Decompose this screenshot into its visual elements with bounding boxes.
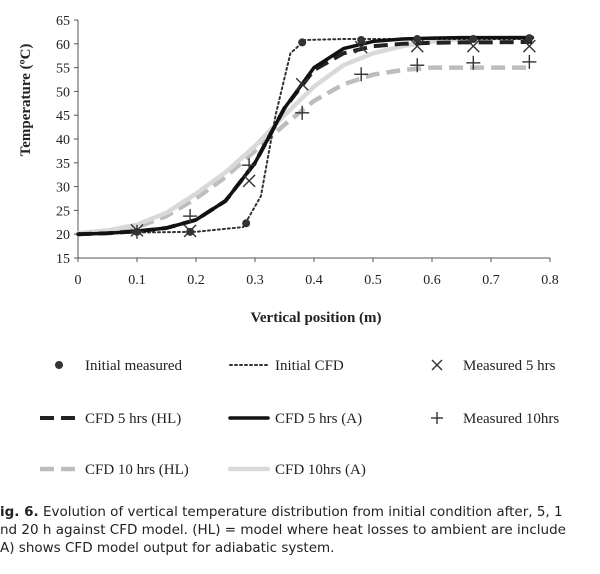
x-tick-label: 0.6: [423, 273, 441, 288]
axes: 15 20 25 30 35 40 45 50 55 60 65 0 0.1 0.2 0.3 0.4 0.5 0.…: [56, 14, 559, 288]
x-marker-stroke: [354, 40, 368, 54]
series-line-cfd-10hrs-a: [75, 35, 535, 236]
legend-swatch: [431, 359, 443, 371]
x-tick-label: 0.7: [482, 273, 500, 288]
legend-label: CFD 10 hrs (HL): [85, 462, 189, 478]
series-layer: [75, 34, 537, 239]
point-measured-10hrs: [295, 105, 310, 120]
x-tick-label: 0.1: [128, 273, 146, 288]
point-measured-10hrs: [522, 54, 537, 69]
x-axis-title: Vertical position (m): [250, 310, 381, 326]
series-line-cfd-5-hrs-hl: [77, 39, 533, 237]
legend-label: Initial measured: [85, 358, 183, 374]
point-measured-10hrs: [410, 58, 425, 73]
legend-swatch: [431, 412, 443, 424]
x-tick-label: 0.3: [246, 273, 264, 288]
x-tick-label: 0.4: [305, 273, 323, 288]
y-tick-label: 65: [56, 14, 70, 29]
x-tick-label: 0.5: [364, 273, 382, 288]
legend-item-cfd-5-hrs-a: CFD 5 hrs (A): [228, 411, 362, 427]
point-measured-10hrs: [354, 67, 369, 82]
legend-label: Measured 5 hrs: [463, 358, 556, 374]
point-measured-5-hrs: [242, 174, 256, 188]
point-initial-measured: [413, 35, 422, 44]
caption-text-1: Evolution of vertical temperature distri…: [38, 504, 563, 520]
y-tick-label: 50: [56, 85, 70, 100]
legend-item-initial-measured: Initial measured: [55, 358, 183, 374]
legend-label: CFD 5 hrs (A): [275, 411, 362, 427]
y-tick-label: 25: [56, 204, 70, 219]
x-tick-label: 0.8: [541, 273, 559, 288]
point-initial-measured: [242, 219, 251, 228]
x-tick-label: 0: [75, 273, 82, 288]
legend-item-cfd-10-hrs-hl: CFD 10 hrs (HL): [40, 462, 189, 478]
legend-item-measured-5-hrs: Measured 5 hrs: [431, 358, 556, 374]
point-initial-measured: [298, 38, 307, 47]
series-line-cfd-5-hrs-a: [76, 35, 535, 236]
x-marker-stroke: [431, 359, 443, 371]
point-measured-10hrs: [242, 158, 257, 173]
y-tick-label: 35: [56, 157, 70, 172]
point-measured-5-hrs: [354, 40, 368, 54]
figure-caption: ig. 6. Evolution of vertical temperature…: [0, 503, 600, 557]
point-initial-measured: [525, 34, 534, 43]
y-tick-label: 45: [56, 109, 70, 124]
y-tick-label: 20: [56, 228, 70, 243]
point-measured-5-hrs: [295, 77, 309, 91]
x-marker-stroke: [522, 39, 536, 53]
point-measured-10hrs: [466, 55, 481, 70]
point-initial-measured: [469, 35, 478, 44]
caption-line-3: A) shows CFD model output for adiabatic …: [0, 540, 335, 556]
x-marker-stroke: [295, 77, 309, 91]
y-tick-label: 55: [56, 62, 70, 77]
y-tick-label: 60: [56, 38, 70, 53]
legend-item-measured-10hrs: Measured 10hrs: [431, 411, 559, 427]
y-tick-label: 15: [56, 252, 70, 267]
legend: Initial measured Initial CFD Measured 5 hr…: [40, 358, 559, 478]
series-line-initial-cfd: [77, 38, 534, 235]
point-measured-5-hrs: [522, 39, 536, 53]
legend-item-cfd-5-hrs-hl: CFD 5 hrs (HL): [40, 411, 181, 427]
point-measured-5-hrs: [466, 39, 480, 53]
legend-label: Measured 10hrs: [463, 411, 559, 427]
point-measured-5-hrs: [410, 39, 424, 53]
y-tick-label: 40: [56, 133, 70, 148]
point-measured-10hrs: [183, 209, 198, 224]
x-marker-stroke: [466, 39, 480, 53]
caption-line-2: nd 20 h against CFD model. (HL) = model …: [0, 522, 566, 538]
y-tick-label: 30: [56, 181, 70, 196]
caption-line-1: ig. 6. Evolution of vertical temperature…: [0, 503, 600, 521]
legend-item-initial-cfd: Initial CFD: [229, 358, 344, 374]
temperature-chart: 15 20 25 30 35 40 45 50 55 60 65 0 0.1 0.2 0.3 0.4 0.5 0.…: [18, 14, 559, 478]
legend-label: Initial CFD: [275, 358, 344, 374]
caption-label: ig. 6.: [0, 504, 39, 520]
x-tick-label: 0.2: [187, 273, 205, 288]
legend-label: CFD 5 hrs (HL): [85, 411, 181, 427]
legend-swatch: [55, 361, 63, 369]
legend-item-cfd-10hrs-a: CFD 10hrs (A): [227, 462, 366, 478]
point-initial-measured: [357, 35, 366, 44]
point-measured-5-hrs: [183, 224, 197, 238]
x-marker-stroke: [183, 224, 197, 238]
legend-label: CFD 10hrs (A): [275, 462, 366, 478]
point-measured-10hrs: [130, 224, 144, 239]
x-marker-stroke: [410, 39, 424, 53]
y-axis-title: Temperature (ºC): [18, 44, 34, 157]
x-marker-stroke: [242, 174, 256, 188]
